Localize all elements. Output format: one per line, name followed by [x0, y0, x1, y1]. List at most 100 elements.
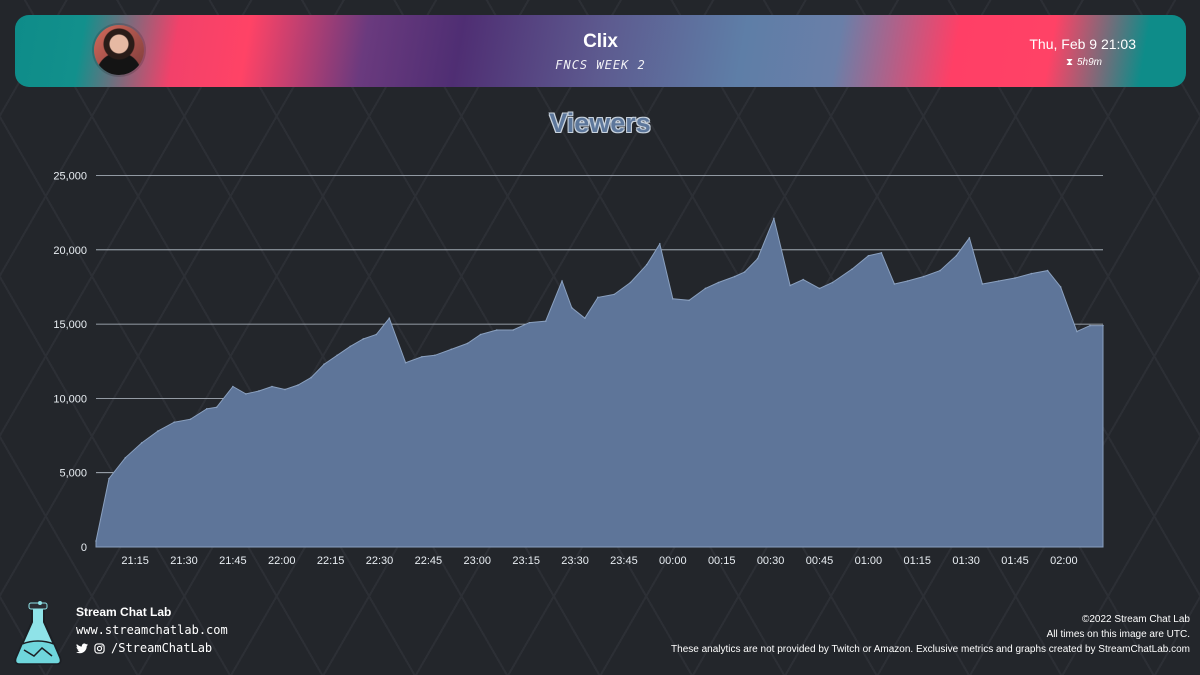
data-point [1014, 277, 1016, 279]
disclaimer: These analytics are not provided by Twit… [671, 644, 1190, 655]
x-tick-label: 21:30 [170, 555, 198, 567]
data-point [1059, 286, 1062, 288]
chart-title: Viewers [549, 108, 651, 138]
data-point [613, 293, 615, 296]
data-point [512, 329, 514, 331]
data-point [157, 430, 159, 432]
data-point [851, 268, 853, 270]
data-point [789, 284, 791, 287]
x-tick-label: 23:45 [610, 555, 638, 567]
data-point [831, 281, 834, 284]
streamer-name: Clix [583, 31, 618, 52]
data-point [597, 296, 599, 299]
data-point [704, 287, 707, 290]
data-point [323, 363, 325, 366]
data-point [95, 540, 97, 542]
instagram-icon [94, 642, 105, 654]
y-tick-label: 0 [81, 542, 87, 554]
y-tick-label: 5,000 [59, 468, 87, 480]
y-tick-label: 20,000 [53, 245, 87, 257]
data-point [880, 251, 883, 254]
x-tick-label: 00:00 [659, 555, 687, 567]
data-point [997, 280, 1000, 282]
x-tick-label: 21:15 [121, 555, 149, 567]
viewers-chart: 0 5,000 10,000 15,000 20,000 25,000 21:15 21:3… [53, 171, 1104, 567]
brand-name: Stream Chat Lab [76, 605, 172, 619]
data-point [206, 408, 208, 410]
data-points [95, 217, 1104, 542]
data-point [645, 263, 648, 266]
stream-duration: ⧗ 5h9m [1066, 57, 1102, 68]
data-point [717, 281, 720, 284]
x-tick-label: 00:15 [708, 555, 736, 567]
data-point [215, 406, 218, 409]
x-tick-label: 00:30 [757, 555, 785, 567]
website-link[interactable]: www.streamchatlab.com [76, 623, 228, 637]
data-point [189, 418, 192, 421]
data-point [570, 306, 573, 309]
x-tick-label: 01:15 [903, 555, 931, 567]
data-point [124, 457, 127, 459]
x-tick-label: 01:00 [855, 555, 883, 567]
x-tick-label: 21:45 [219, 555, 247, 567]
stream-date: Thu, Feb 9 21:03 [1029, 36, 1136, 52]
x-axis: 21:15 21:30 21:45 22:00 22:15 22:30 22:45 23:00… [121, 555, 1077, 567]
data-point [528, 321, 531, 324]
x-tick-label: 01:30 [952, 555, 980, 567]
data-point [955, 254, 958, 257]
data-point [1102, 324, 1104, 327]
data-point [336, 354, 338, 357]
timezone-note: All times on this image are UTC. [1046, 629, 1190, 640]
data-point [108, 477, 110, 480]
data-point [284, 388, 286, 391]
data-point [466, 342, 469, 345]
x-tick-label: 00:45 [806, 555, 834, 567]
data-point [893, 283, 896, 285]
x-tick-label: 22:00 [268, 555, 296, 567]
data-point [922, 275, 925, 278]
x-tick-label: 02:00 [1050, 555, 1078, 567]
data-point [584, 317, 586, 319]
social-handle-text: /StreamChatLab [111, 641, 213, 655]
header-banner: Clix FNCS WEEK 2 Thu, Feb 9 21:03 ⧗ 5h9m [15, 15, 1186, 87]
data-point [173, 421, 176, 423]
data-point [629, 281, 632, 284]
data-point [404, 361, 407, 364]
data-point [688, 299, 690, 302]
data-point [479, 333, 482, 336]
duration-value: 5h9m [1076, 57, 1102, 68]
data-point [421, 355, 423, 358]
y-axis: 0 5,000 10,000 15,000 20,000 25,000 [53, 171, 87, 555]
data-point [544, 320, 547, 322]
data-point [1076, 330, 1078, 333]
data-point [140, 442, 143, 444]
data-point [232, 385, 234, 388]
data-point [802, 278, 804, 281]
copyright: ©2022 Stream Chat Lab [1082, 614, 1190, 625]
x-tick-label: 23:00 [464, 555, 492, 567]
x-tick-label: 01:45 [1001, 555, 1029, 567]
footer-notes: ©2022 Stream Chat Lab All times on this … [671, 612, 1190, 657]
event-subtitle: FNCS WEEK 2 [555, 58, 646, 72]
data-point [245, 393, 247, 395]
x-tick-label: 23:30 [561, 555, 589, 567]
data-point [310, 376, 312, 379]
y-tick-label: 15,000 [53, 319, 87, 331]
data-point [672, 298, 674, 300]
data-point [867, 254, 870, 257]
data-point [968, 237, 971, 239]
viewers-area [95, 216, 1104, 548]
data-point [1046, 269, 1049, 272]
data-point [561, 280, 563, 282]
data-point [658, 243, 661, 245]
data-point [362, 338, 365, 340]
data-point [297, 384, 299, 386]
data-point [271, 385, 273, 388]
twitter-icon [76, 643, 88, 653]
x-tick-label: 22:30 [366, 555, 394, 567]
data-point [743, 271, 746, 273]
social-handle[interactable]: /StreamChatLab [76, 641, 212, 655]
data-point [258, 390, 260, 392]
x-tick-label: 22:45 [415, 555, 443, 567]
data-point [733, 275, 736, 278]
